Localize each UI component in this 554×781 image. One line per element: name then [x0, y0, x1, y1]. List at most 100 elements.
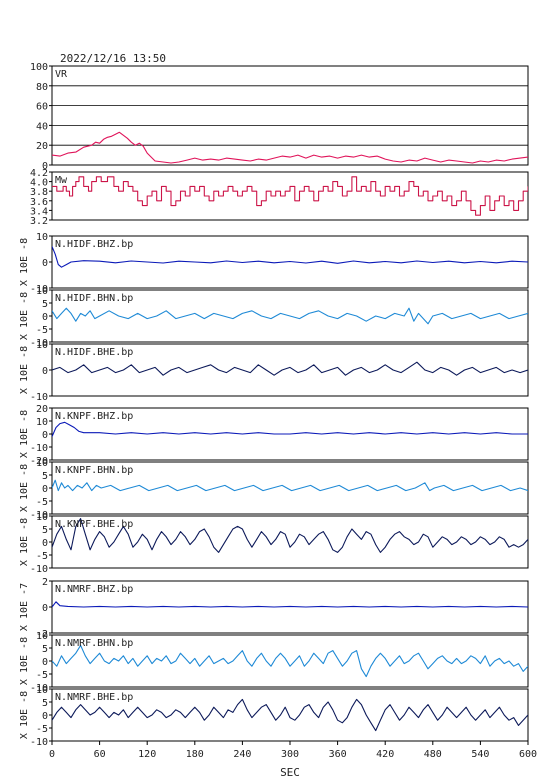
- y-tick-label: 10: [36, 512, 48, 523]
- x-tick-label: 60: [94, 749, 106, 760]
- y-tick-label: 60: [36, 102, 48, 113]
- panel-nmrf-bhe: -10 -5 0 5 10 X 10E -8 N.NMRF.BHE.bp: [19, 685, 529, 748]
- panel-label: N.KNPF.BHN.bp: [55, 465, 133, 476]
- y-tick-label: -10: [30, 392, 48, 403]
- datetime-label: 2022/12/16 13:50: [60, 52, 166, 65]
- y-tick-label: 10: [36, 232, 48, 243]
- x-tick-label: 540: [471, 749, 489, 760]
- y-tick-label: 10: [36, 417, 48, 428]
- series-line-nmrf-bhz: [52, 601, 528, 608]
- y-tick-label: 10: [36, 631, 48, 642]
- x-axis-label: SEC: [280, 766, 300, 779]
- y-tick-label: 20: [36, 404, 48, 415]
- y-axis-unit-label: X 10E -8: [19, 691, 30, 739]
- x-axis: 0 60 120 180 240 300 360 420 480 540 600: [49, 741, 537, 760]
- y-tick-label: 100: [30, 62, 48, 73]
- y-tick-label: 5: [42, 698, 48, 709]
- panel-label: N.NMRF.BHN.bp: [55, 638, 133, 649]
- y-tick-label: 0: [42, 711, 48, 722]
- panel-stack: 020406080100VR3.23.43.63.84.04.2Mw-10010…: [19, 62, 529, 748]
- y-axis-unit-label: X 10E -8: [19, 518, 30, 566]
- series-line-hidf-bhz: [52, 246, 528, 268]
- y-tick-label: 4.0: [30, 178, 48, 189]
- y-tick-label: 0: [42, 312, 48, 323]
- y-tick-label: 0: [42, 366, 48, 377]
- series-line-nmrf-bhe: [52, 698, 528, 732]
- y-tick-label: -10: [30, 443, 48, 454]
- y-tick-label: 3.4: [30, 206, 48, 217]
- y-tick-label: 5: [42, 471, 48, 482]
- panel-frame: [51, 171, 529, 221]
- y-tick-label: 3.2: [30, 216, 48, 227]
- y-tick-label: -5: [36, 670, 48, 681]
- y-tick-label: 0: [42, 538, 48, 549]
- y-tick-label: 0: [42, 484, 48, 495]
- panel-hidf-bhz: -10 0 10 X 10E -8 N.HIDF.BHZ.bp: [19, 232, 529, 295]
- y-axis-unit-label: X 10E -8: [19, 238, 30, 286]
- y-axis-unit-label: X 10E -8: [19, 410, 30, 458]
- y-tick-label: 10: [36, 340, 48, 351]
- series-line-vr: [52, 131, 528, 164]
- panel-knpf-bhn: -10 -5 0 5 10 X 10E -8 N.KNPF.BHN.bp: [19, 458, 529, 521]
- panel-knpf-bhz: -20 -10 0 10 20 X 10E -8 N.KNPF.BHZ.bp: [19, 404, 529, 467]
- x-tick-label: 180: [186, 749, 204, 760]
- panel-label: N.HIDF.BHE.bp: [55, 347, 133, 358]
- panel-label: N.NMRF.BHZ.bp: [55, 584, 133, 595]
- panel-label: N.HIDF.BHZ.bp: [55, 239, 133, 250]
- panel-frame: [51, 65, 529, 166]
- panel-label: VR: [55, 69, 68, 80]
- y-tick-label: 5: [42, 299, 48, 310]
- y-tick-label: 10: [36, 685, 48, 696]
- y-tick-label: 3.8: [30, 187, 48, 198]
- panel-mw: 3.23.43.63.84.04.2 Mw: [30, 168, 529, 227]
- y-tick-label: -5: [36, 724, 48, 735]
- y-tick-label: -10: [30, 284, 48, 295]
- x-tick-label: 420: [376, 749, 394, 760]
- panel-nmrf-bhz: -2 0 2 X 10E -7 N.NMRF.BHZ.bp: [19, 577, 529, 640]
- x-tick-label: 600: [519, 749, 537, 760]
- series-line-mw: [52, 176, 528, 216]
- panel-label: Mw: [55, 175, 68, 186]
- x-tick-label: 0: [49, 749, 55, 760]
- y-tick-label: -10: [30, 564, 48, 575]
- panel-knpf-bhe: -10 -5 0 5 10 X 10E -8 N.KNPF.BHE.bp: [19, 512, 529, 575]
- series-line-hidf-bhn: [52, 307, 528, 325]
- panel-vr: 0 20 40 60 80 100 VR: [30, 62, 529, 172]
- series-line-knpf-bhn: [52, 479, 528, 492]
- panel-nmrf-bhn: -10 -5 0 5 10 X 10E -8 N.NMRF.BHN.bp: [19, 631, 529, 694]
- series-line-knpf-bhe: [52, 518, 528, 553]
- y-tick-label: 4.2: [30, 168, 48, 179]
- series-line-knpf-bhz: [52, 421, 528, 437]
- y-tick-label: -10: [30, 683, 48, 694]
- x-tick-label: 480: [424, 749, 442, 760]
- y-tick-label: 3.6: [30, 197, 48, 208]
- y-tick-label: 40: [36, 121, 48, 132]
- y-axis-unit-label: X 10E -8: [19, 464, 30, 512]
- panel-hidf-bhn: -10 -5 0 5 10 X 10E -8 N.HIDF.BHN.bp: [19, 286, 529, 349]
- y-tick-label: 20: [36, 141, 48, 152]
- y-axis-unit-label: X 10E -8: [19, 292, 30, 340]
- series-line-hidf-bhe: [52, 361, 528, 376]
- y-tick-label: -5: [36, 497, 48, 508]
- panel-label: N.HIDF.BHN.bp: [55, 293, 133, 304]
- y-tick-label: -20: [30, 456, 48, 467]
- y-tick-label: -2: [36, 629, 48, 640]
- x-tick-label: 300: [281, 749, 299, 760]
- y-tick-label: 0: [42, 258, 48, 269]
- panel-label: N.KNPF.BHZ.bp: [55, 411, 133, 422]
- y-tick-label: 10: [36, 458, 48, 469]
- y-tick-label: -10: [30, 338, 48, 349]
- y-tick-label: -10: [30, 737, 48, 748]
- y-tick-label: 0: [42, 657, 48, 668]
- x-tick-label: 360: [329, 749, 347, 760]
- panel-label: N.KNPF.BHE.bp: [55, 519, 133, 530]
- y-tick-label: 0: [42, 161, 48, 172]
- y-tick-label: 5: [42, 644, 48, 655]
- panel-label: N.NMRF.BHE.bp: [55, 692, 133, 703]
- y-tick-label: 10: [36, 286, 48, 297]
- x-tick-label: 240: [233, 749, 251, 760]
- series-line-nmrf-bhn: [52, 644, 528, 678]
- y-tick-label: -10: [30, 510, 48, 521]
- y-tick-label: 80: [36, 82, 48, 93]
